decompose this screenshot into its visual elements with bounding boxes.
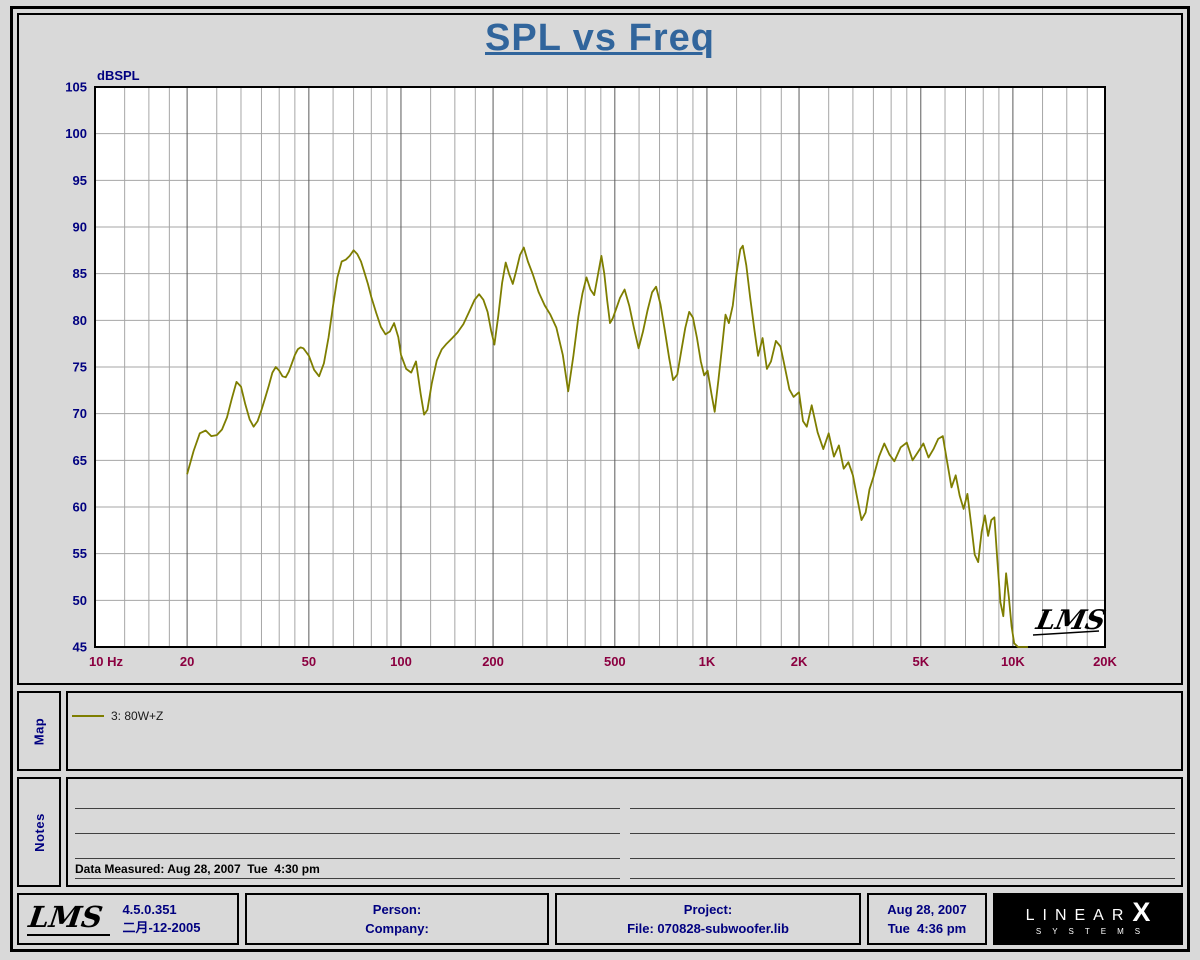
lms-logo-text: LMS <box>26 899 105 934</box>
linearx-logo-row: LINEAR X <box>1025 897 1151 928</box>
footer-datetime-box: Aug 28, 2007 Tue 4:36 pm <box>867 893 987 945</box>
linearx-logo-x: X <box>1132 897 1151 928</box>
note-rule <box>75 878 620 879</box>
note-rule <box>630 878 1175 879</box>
y-tick-label: 105 <box>65 80 87 95</box>
spl-curve <box>186 244 1028 648</box>
linearx-logo-linear: LINEAR <box>1025 906 1132 924</box>
footer-date: Aug 28, 2007 <box>887 902 967 917</box>
footer-version-box: LMS 4.5.0.351 二月-12-2005 <box>17 893 239 945</box>
map-legend-panel: 3: 80W+Z <box>66 691 1183 771</box>
x-tick-label: 200 <box>482 654 504 669</box>
x-tick-label: 10K <box>1001 654 1025 669</box>
footer-time: Tue 4:36 pm <box>887 921 967 936</box>
chart-panel: SPL vs Freq 105 100 95 90 85 80 75 70 65 60 55 50 45… <box>17 13 1183 685</box>
x-tick-label: 500 <box>604 654 626 669</box>
note-rule <box>630 858 1175 859</box>
y-tick-label: 80 <box>73 313 87 328</box>
notes-section-label: Notes <box>31 812 47 852</box>
x-tick-label: 1K <box>699 654 716 669</box>
y-tick-label: 60 <box>73 500 87 515</box>
lms-watermark-underline <box>1032 630 1100 636</box>
y-tick-label: 75 <box>73 360 87 375</box>
x-tick-label: 50 <box>302 654 316 669</box>
project-label: Project: <box>683 902 733 917</box>
legend-line-swatch <box>72 715 104 717</box>
map-section-label: Map <box>31 717 47 745</box>
company-label: Company: <box>365 921 429 936</box>
linearx-logo-systems: SYSTEMS <box>1035 926 1152 936</box>
file-label: File: 070828-subwoofer.lib <box>627 921 789 936</box>
footer-person-box: Person: Company: <box>245 893 549 945</box>
note-rule <box>630 833 1175 834</box>
person-label: Person: <box>372 902 422 917</box>
version-column: 4.5.0.351 二月-12-2005 <box>122 901 200 937</box>
y-tick-label: 55 <box>73 546 87 561</box>
footer-project-box: Project: File: 070828-subwoofer.lib <box>555 893 861 945</box>
x-tick-label: 10 Hz <box>89 654 123 669</box>
y-axis-title: dBSPL <box>97 68 140 83</box>
y-tick-label: 45 <box>73 640 87 655</box>
map-section-tab: Map <box>17 691 61 771</box>
x-tick-label: 20K <box>1093 654 1117 669</box>
y-tick-label: 65 <box>73 453 87 468</box>
x-tick-label: 20 <box>180 654 194 669</box>
y-tick-label: 50 <box>73 593 87 608</box>
legend-label: 3: 80W+Z <box>111 709 164 723</box>
data-measured-text: Data Measured: Aug 28, 2007 Tue 4:30 pm <box>75 862 320 876</box>
lms-logo: LMS <box>26 899 111 936</box>
page-title: SPL vs Freq <box>485 17 715 59</box>
y-tick-label: 95 <box>73 173 87 188</box>
y-tick-label: 85 <box>73 266 87 281</box>
y-tick-label: 90 <box>73 220 87 235</box>
y-tick-label: 70 <box>73 406 87 421</box>
app-version: 4.5.0.351 <box>122 901 177 917</box>
x-tick-label: 2K <box>791 654 808 669</box>
linearx-systems-logo: LINEAR X SYSTEMS <box>993 893 1183 945</box>
plot-border <box>94 86 1106 648</box>
legend-item: 3: 80W+Z <box>72 709 163 723</box>
notes-section-tab: Notes <box>17 777 61 887</box>
x-tick-label: 5K <box>912 654 929 669</box>
notes-panel: Data Measured: Aug 28, 2007 Tue 4:30 pm <box>66 777 1183 887</box>
y-tick-label: 100 <box>65 126 87 141</box>
note-rule <box>75 808 620 809</box>
x-tick-label: 100 <box>390 654 412 669</box>
note-rule <box>75 833 620 834</box>
outer-frame: SPL vs Freq 105 100 95 90 85 80 75 70 65 60 55 50 45… <box>10 6 1190 952</box>
note-rule <box>75 858 620 859</box>
note-rule <box>630 808 1175 809</box>
app-version-date: 二月-12-2005 <box>122 920 201 935</box>
